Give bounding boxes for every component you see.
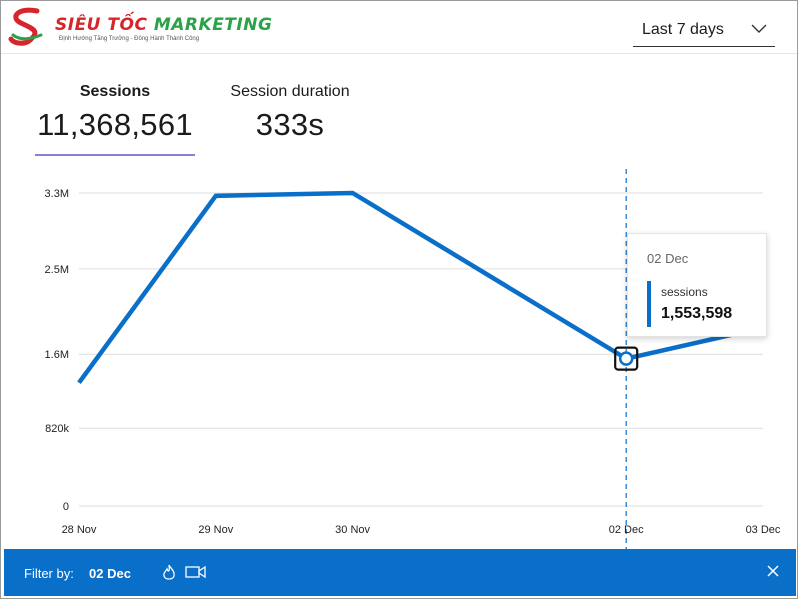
filter-label: Filter by: <box>24 566 74 581</box>
metric-value: 333s <box>255 107 325 142</box>
y-tick-label: 2.5M <box>45 264 69 276</box>
date-range-dropdown[interactable]: Last 7 days <box>633 13 775 47</box>
y-tick-label: 820k <box>45 423 69 435</box>
header-divider <box>1 53 797 54</box>
chart-tooltip: 02 Dec sessions 1,553,598 <box>627 233 767 337</box>
x-tick-label: 29 Nov <box>198 524 233 536</box>
focus-box <box>614 346 639 371</box>
brand-name-part2: MARKETING <box>153 15 273 35</box>
marker-layer <box>614 346 639 371</box>
filter-bar: Filter by: 02 Dec <box>4 549 796 596</box>
brand-name-part1: SIÊU TỐC <box>55 15 148 35</box>
brand-logo: SIÊU TỐC MARKETING Định Hướng Tăng Trưởn… <box>7 5 272 49</box>
chevron-down-icon <box>751 24 767 33</box>
tooltip-series-swatch <box>647 281 651 327</box>
date-range-label: Last 7 days <box>642 21 724 38</box>
highlight-point <box>618 351 634 366</box>
metric-name: Sessions <box>79 83 151 100</box>
x-tick-label: 02 Dec <box>609 524 644 536</box>
brand-tagline: Định Hướng Tăng Trưởng - Đồng Hành Thành… <box>59 36 200 42</box>
x-tick-label: 28 Nov <box>62 524 97 536</box>
metric-value: 11,368,561 <box>37 107 193 142</box>
tooltip-date: 02 Dec <box>647 251 689 266</box>
x-tick-label: 03 Dec <box>746 524 781 536</box>
close-icon[interactable] <box>766 564 780 578</box>
tooltip-value: 1,553,598 <box>661 305 733 322</box>
y-tick-label: 3.3M <box>45 188 69 200</box>
metric-name: Session duration <box>230 83 350 100</box>
flame-icon[interactable] <box>162 564 176 582</box>
y-axis-labels: 0 820k 1.6M 2.5M 3.3M <box>45 188 70 513</box>
x-tick-label: 30 Nov <box>335 524 370 536</box>
grid-lines <box>79 169 763 549</box>
sessions-line-chart[interactable]: 0 820k 1.6M 2.5M 3.3M 28 Nov 29 Nov 30 Nov 02 D… <box>1 161 800 549</box>
x-axis-labels: 28 Nov 29 Nov 30 Nov 02 Dec 03 Dec <box>62 524 781 536</box>
brand-swoosh-icon <box>8 7 43 46</box>
brand-name: SIÊU TỐC MARKETING <box>55 15 272 35</box>
tab-session-duration[interactable]: Session duration 333s <box>211 83 369 143</box>
active-tab-indicator <box>35 154 195 156</box>
tab-sessions[interactable]: Sessions 11,368,561 <box>35 83 195 143</box>
filter-value: 02 Dec <box>89 566 131 581</box>
tooltip-series-name: sessions <box>661 285 708 299</box>
y-tick-label: 0 <box>63 501 69 513</box>
y-tick-label: 1.6M <box>45 349 69 361</box>
video-camera-icon[interactable] <box>185 564 207 580</box>
